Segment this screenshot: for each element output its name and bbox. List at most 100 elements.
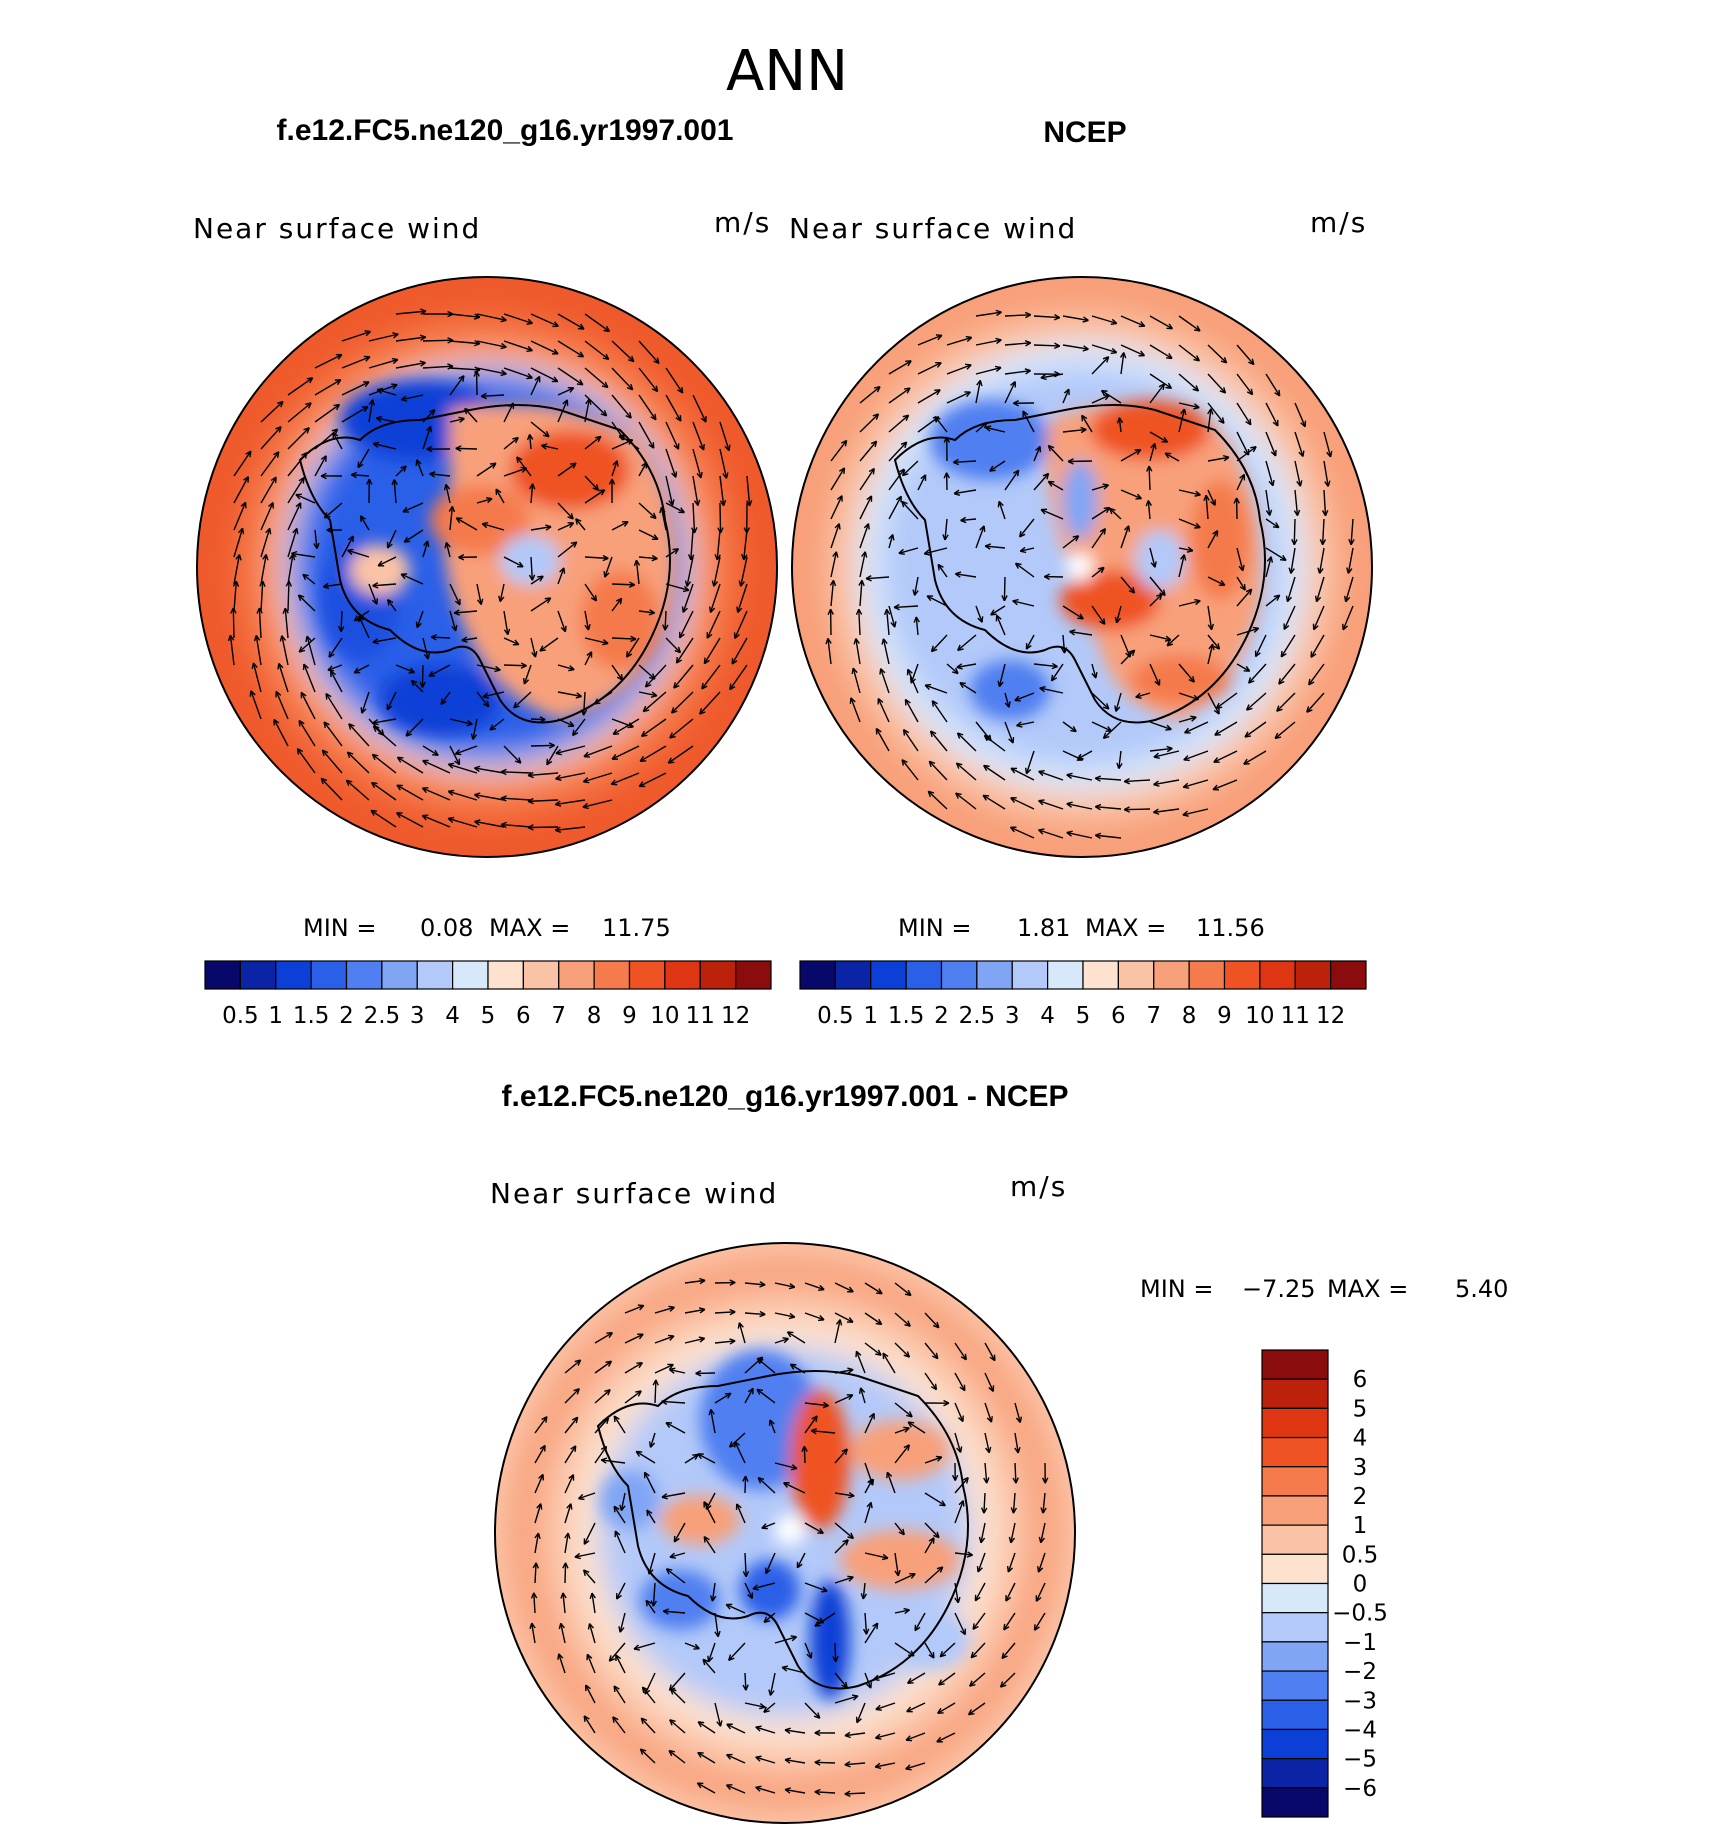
obs-colorbar-swatch [1223, 960, 1261, 990]
model-colorbar-swatch [664, 960, 701, 990]
obs-colorbar-label: 8 [1182, 1003, 1197, 1029]
diff-colorbar-swatch [1261, 1466, 1329, 1497]
obs-colorbar-swatch [1011, 960, 1049, 990]
model-colorbar-swatch [558, 960, 595, 990]
model-colorbar-swatch [452, 960, 489, 990]
model-colorbar-label: 5 [481, 1003, 496, 1029]
diff-colorbar-swatch [1261, 1524, 1329, 1555]
diff-colorbar-label: 5 [1353, 1396, 1368, 1422]
panel-obs-units: m/s [1310, 206, 1367, 239]
panel-model-units: m/s [714, 206, 771, 239]
panel-obs-min-value: 1.81 [1017, 914, 1070, 942]
model-colorbar-swatch [628, 960, 666, 990]
diff-colorbar-label: 1 [1353, 1513, 1368, 1539]
model-colorbar-label: 0.5 [222, 1003, 259, 1029]
diff-colorbar-label: −4 [1343, 1717, 1377, 1743]
obs-colorbar-label: 2 [934, 1003, 949, 1029]
panel-model-max-value: 11.75 [602, 914, 671, 942]
panel-obs-max-value: 11.56 [1196, 914, 1265, 942]
model-colorbar-swatch [735, 960, 772, 990]
obs-colorbar-label: 3 [1005, 1003, 1020, 1029]
panel-diff-variable: Near surface wind [490, 1177, 778, 1210]
obs-colorbar-label: 9 [1217, 1003, 1232, 1029]
panel-diff-max-value: 5.40 [1455, 1275, 1508, 1303]
model-colorbar-swatch [522, 960, 560, 990]
panel-diff-max-label: MAX = [1327, 1275, 1408, 1303]
page-title: ANN [726, 39, 848, 104]
obs-colorbar-label: 1.5 [888, 1003, 925, 1029]
model-colorbar-swatch [345, 960, 383, 990]
diff-colorbar-label: 6 [1353, 1367, 1368, 1393]
diff-colorbar-swatch [1261, 1582, 1329, 1614]
obs-colorbar-label: 1 [863, 1003, 878, 1029]
obs-colorbar-swatch [1259, 960, 1296, 990]
obs-colorbar-label: 11 [1281, 1003, 1310, 1029]
panel-model-colorbar: 0.5 1 1.5 2 2.5 3 4 5 6 7 8 9 10 11 12 [204, 960, 772, 1029]
diff-colorbar-swatch [1261, 1728, 1329, 1760]
model-colorbar-swatch [239, 960, 277, 990]
panel-diff-min-value: −7.25 [1242, 1275, 1316, 1303]
model-colorbar-label: 9 [622, 1003, 637, 1029]
diff-colorbar-label: −0.5 [1332, 1601, 1388, 1627]
diff-colorbar-swatch [1261, 1787, 1329, 1818]
panel-obs-variable: Near surface wind [789, 212, 1077, 245]
model-colorbar-label: 8 [587, 1003, 602, 1029]
diff-colorbar-label: −1 [1343, 1630, 1377, 1656]
diff-colorbar-swatch [1261, 1349, 1329, 1380]
diff-colorbar-label: −5 [1343, 1747, 1377, 1773]
diff-colorbar-label: 3 [1353, 1455, 1368, 1481]
obs-colorbar-label: 2.5 [959, 1003, 996, 1029]
model-colorbar-label: 7 [551, 1003, 566, 1029]
diff-colorbar-swatch [1261, 1436, 1329, 1468]
obs-colorbar-swatch [1330, 960, 1367, 990]
panel-diff-title: f.e12.FC5.ne120_g16.yr1997.001 - NCEP [502, 1080, 1069, 1113]
obs-colorbar-swatch [1188, 960, 1226, 990]
diff-colorbar-label: 4 [1353, 1426, 1368, 1452]
panel-diff-units: m/s [1010, 1170, 1067, 1203]
panel-obs-title: NCEP [1043, 116, 1126, 149]
diff-colorbar-label: 0 [1353, 1572, 1368, 1598]
diff-colorbar-swatch [1261, 1670, 1329, 1701]
diff-colorbar-label: −6 [1343, 1776, 1377, 1802]
panel-model-map [197, 277, 777, 857]
panel-diff-min-label: MIN = [1140, 1275, 1213, 1303]
diff-colorbar-swatch [1261, 1495, 1329, 1526]
diff-colorbar-label: −3 [1343, 1688, 1377, 1714]
obs-colorbar-label: 4 [1040, 1003, 1055, 1029]
panel-diff-colorbar: 6 5 4 3 2 1 0.5 0 −0.5 −1 −2 −3 −4 −5 −6 [1261, 1349, 1388, 1818]
obs-colorbar-swatch [976, 960, 1013, 990]
obs-colorbar-swatch [1047, 960, 1084, 990]
obs-colorbar-swatch [1117, 960, 1155, 990]
model-colorbar-swatch [699, 960, 737, 990]
panel-obs-max-label: MAX = [1085, 914, 1166, 942]
panel-model-max-label: MAX = [489, 914, 570, 942]
panel-model-min-value: 0.08 [420, 914, 473, 942]
model-colorbar-label: 10 [650, 1003, 679, 1029]
diff-colorbar-swatch [1261, 1612, 1329, 1643]
obs-colorbar-swatch [1082, 960, 1119, 990]
obs-colorbar-swatch [1294, 960, 1332, 990]
panel-diff-map [495, 1243, 1075, 1823]
model-colorbar-label: 4 [445, 1003, 460, 1029]
model-colorbar-label: 6 [516, 1003, 531, 1029]
model-colorbar-swatch [204, 960, 241, 990]
diff-colorbar-label: 2 [1353, 1484, 1368, 1510]
diff-colorbar-swatch [1261, 1553, 1329, 1585]
obs-colorbar-swatch [834, 960, 872, 990]
model-colorbar-swatch [310, 960, 348, 990]
diff-colorbar-label: −2 [1343, 1659, 1377, 1685]
model-colorbar-label: 1.5 [293, 1003, 330, 1029]
model-colorbar-swatch [381, 960, 418, 990]
panel-obs: NCEP Near surface wind m/s [789, 116, 1373, 1029]
obs-colorbar-swatch [870, 960, 907, 990]
obs-colorbar-label: 12 [1316, 1003, 1345, 1029]
model-colorbar-swatch [275, 960, 312, 990]
panel-diff: f.e12.FC5.ne120_g16.yr1997.001 - NCEP Ne… [490, 1080, 1508, 1824]
diff-colorbar-label: 0.5 [1342, 1542, 1379, 1568]
model-colorbar-label: 12 [721, 1003, 750, 1029]
obs-colorbar-label: 5 [1076, 1003, 1091, 1029]
panel-obs-colorbar: 0.5 1 1.5 2 2.5 3 4 5 6 7 8 9 10 11 12 [799, 960, 1367, 1029]
model-colorbar-label: 2.5 [364, 1003, 401, 1029]
diff-colorbar-swatch [1261, 1407, 1329, 1439]
